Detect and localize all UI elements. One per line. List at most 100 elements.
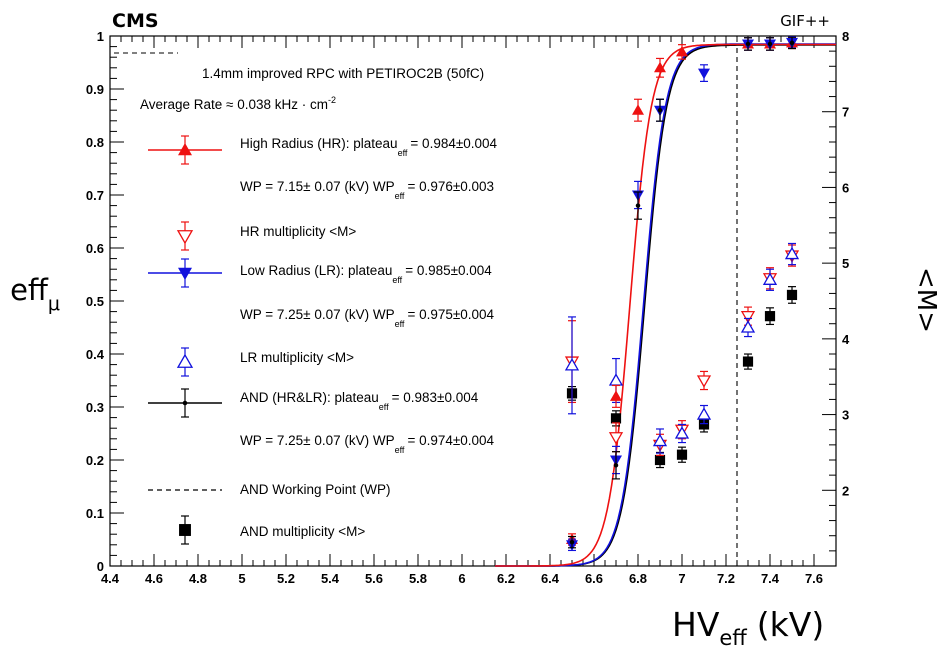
data-point-5 — [786, 289, 798, 301]
x-tick-label: 5.4 — [321, 571, 340, 586]
y-right-tick-label: 8 — [842, 29, 849, 44]
x-tick-label: 6.4 — [541, 571, 560, 586]
x-tick-label: 5.6 — [365, 571, 383, 586]
y-right-tick-label: 4 — [842, 332, 850, 347]
data-point-3 — [762, 272, 778, 285]
data-point-0 — [610, 390, 622, 401]
legend-hr-multiplicity-label: HR multiplicity <M> — [240, 224, 356, 239]
legend-symbol-and — [148, 388, 222, 418]
x-tick-label: 4.8 — [189, 571, 207, 586]
data-point-3 — [784, 246, 800, 260]
legend-symbol-lr-multiplicity — [176, 347, 194, 377]
y-left-tick-label: 0.5 — [86, 294, 104, 309]
experiment-label: CMS — [112, 10, 159, 32]
legend-symbol-lr — [148, 258, 222, 288]
data-point-2 — [698, 68, 710, 80]
data-point-5 — [654, 454, 666, 466]
y-left-tick-label: 0.6 — [86, 241, 104, 256]
data-point-5 — [676, 449, 688, 460]
x-tick-label: 4.4 — [101, 571, 120, 586]
y-right-tick-label: 3 — [842, 408, 849, 423]
y-axis-left-label: effμ — [10, 273, 60, 315]
y-axis-right-label: <M> — [911, 267, 941, 333]
fit-curves — [495, 43, 836, 567]
legend-and-multiplicity-label: AND multiplicity <M> — [240, 524, 365, 539]
fit-curve-2 — [495, 43, 836, 567]
y-right-tick-label: 7 — [842, 105, 849, 120]
data-point-3 — [608, 373, 624, 386]
rate-label: Average Rate ≈ 0.038 kHz · cm-2 — [140, 95, 336, 112]
legend-wp-label: AND Working Point (WP) — [240, 482, 391, 497]
legend: High Radius (HR): plateaueff= 0.984±0.00… — [148, 135, 498, 545]
x-tick-label: 7.6 — [805, 571, 823, 586]
legend-and-label: AND (HR&LR): plateaueff= 0.983±0.004 — [240, 390, 479, 412]
y-right-tick-label: 6 — [842, 180, 849, 195]
x-tick-label: 4.6 — [145, 571, 163, 586]
legend-marker-4 — [182, 400, 188, 406]
x-tick-label: 5.2 — [277, 571, 295, 586]
data-point-4 — [657, 107, 663, 113]
data-point-4 — [613, 463, 619, 468]
y-left-tick-label: 1 — [97, 29, 104, 44]
y-left-tick-label: 0.2 — [86, 453, 104, 468]
x-tick-label: 6.8 — [629, 571, 647, 586]
legend-symbol-hr — [148, 135, 222, 165]
chart-title: 1.4mm improved RPC with PETIROC2B (50fC) — [202, 66, 484, 81]
fit-curve-4 — [495, 44, 836, 567]
data-point-0 — [654, 61, 666, 73]
legend-marker-5 — [179, 524, 191, 536]
x-tick-label: 6 — [458, 571, 465, 586]
x-tick-label: 6.2 — [497, 571, 515, 586]
y-right-tick-label: 2 — [842, 483, 849, 498]
data-point-0 — [676, 45, 688, 57]
x-tick-label: 7.4 — [761, 571, 780, 586]
legend-hr-wp: WP = 7.15± 0.07 (kV) WPeff= 0.976±0.003 — [240, 179, 494, 201]
axis-ticks: 4.4 4.6 4.8 5 5.2 5.4 5.6 5.8 6 6.2 6.4 6.6 6.8 7 7.2 7… — [86, 29, 850, 586]
data-point-3 — [696, 407, 712, 420]
legend-hr-label: High Radius (HR): plateaueff= 0.984±0.00… — [240, 136, 498, 158]
y-left-tick-label: 0.8 — [86, 135, 104, 150]
data-point-5 — [698, 419, 710, 430]
data-point-1 — [608, 432, 624, 445]
legend-lr-label: Low Radius (LR): plateaueff= 0.985±0.004 — [240, 263, 492, 285]
x-axis-label: HVeff (kV) — [672, 605, 824, 650]
data-points — [564, 36, 800, 552]
data-point-1 — [740, 310, 756, 324]
data-point-4 — [635, 203, 641, 208]
legend-symbol-hr-multiplicity — [176, 221, 194, 251]
data-point-4 — [767, 41, 773, 47]
legend-marker-3 — [176, 353, 194, 368]
legend-lr-wp: WP = 7.25± 0.07 (kV) WPeff= 0.975±0.004 — [240, 307, 495, 329]
y-left-tick-label: 0.1 — [86, 506, 104, 521]
data-point-3 — [564, 358, 580, 371]
legend-symbol-and-multiplicity — [179, 515, 191, 545]
y-left-tick-label: 0.7 — [86, 188, 104, 203]
x-tick-label: 7.2 — [717, 571, 735, 586]
legend-and-wp: WP = 7.25± 0.07 (kV) WPeff= 0.974±0.004 — [240, 433, 495, 455]
data-point-5 — [742, 356, 754, 367]
data-point-3 — [674, 426, 690, 439]
plot-frame — [109, 35, 837, 567]
y-right-tick-label: 5 — [842, 256, 849, 271]
data-point-5 — [764, 311, 776, 322]
data-point-4 — [569, 539, 575, 545]
data-point-0 — [632, 104, 644, 115]
working-point-line — [114, 44, 738, 566]
data-point-3 — [740, 320, 756, 333]
y-left-tick-label: 0.3 — [86, 400, 104, 415]
legend-marker-1 — [176, 230, 194, 245]
y-left-tick-label: 0.9 — [86, 82, 104, 97]
data-point-4 — [789, 40, 795, 46]
facility-label: GIF++ — [780, 12, 830, 30]
x-tick-label: 5.8 — [409, 571, 427, 586]
y-left-tick-label: 0.4 — [86, 347, 105, 362]
data-point-5 — [610, 413, 622, 424]
x-tick-label: 7 — [678, 571, 685, 586]
data-point-4 — [745, 41, 751, 47]
legend-lr-multiplicity-label: LR multiplicity <M> — [240, 350, 354, 365]
x-tick-label: 5 — [238, 571, 245, 586]
x-tick-label: 6.6 — [585, 571, 603, 586]
y-left-tick-label: 0 — [97, 559, 104, 574]
legend-marker-2 — [178, 267, 192, 280]
legend-marker-0 — [178, 143, 192, 156]
